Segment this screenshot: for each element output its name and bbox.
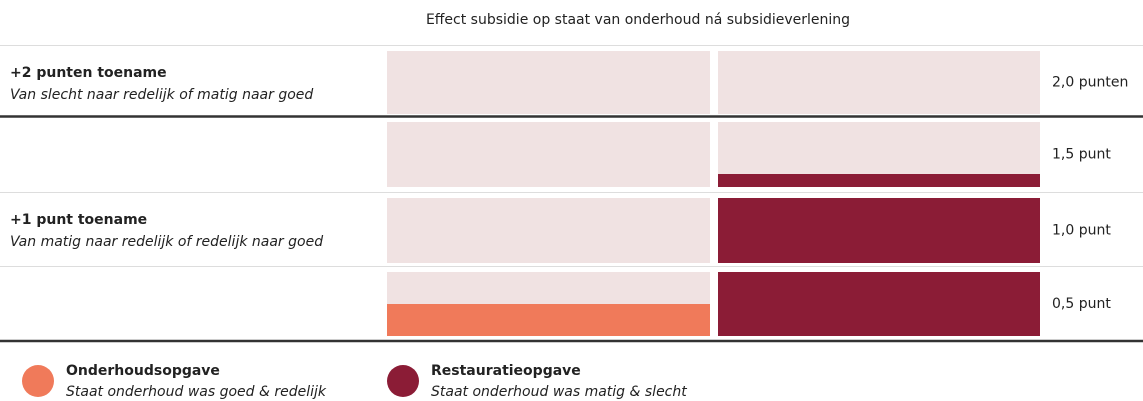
y-tick-label: 2,0 punten — [1052, 75, 1128, 91]
bar — [387, 304, 710, 336]
legend-description: Staat onderhoud was goed & redelijk — [66, 384, 327, 400]
cell-background — [387, 198, 710, 263]
annotation-title: +2 punten toename — [10, 65, 167, 81]
y-tick-label: 1,5 punt — [1052, 147, 1111, 163]
legend-label: Onderhoudsopgave — [66, 363, 220, 379]
legend-description: Staat onderhoud was matig & slecht — [431, 384, 687, 400]
annotation-subtitle: Van matig naar redelijk of redelijk naar… — [10, 234, 323, 250]
annotation-subtitle: Van slecht naar redelijk of matig naar g… — [10, 87, 313, 103]
legend-swatch — [22, 365, 54, 397]
bar — [718, 174, 1040, 336]
row-annotation: +1 punt toename Van matig naar redelijk o… — [10, 212, 323, 250]
legend-swatch — [387, 365, 419, 397]
legend-label: Restauratieopgave — [431, 363, 581, 379]
cell-background — [718, 51, 1040, 114]
row-annotation: +2 punten toename Van slecht naar redelij… — [10, 65, 313, 103]
y-tick-label: 1,0 punt — [1052, 223, 1111, 239]
cell-background — [387, 51, 710, 114]
y-tick-label: 0,5 punt — [1052, 296, 1111, 312]
cell-background — [387, 122, 710, 187]
annotation-title: +1 punt toename — [10, 212, 147, 228]
chart-title: Effect subsidie op staat van onderhoud n… — [426, 12, 850, 28]
